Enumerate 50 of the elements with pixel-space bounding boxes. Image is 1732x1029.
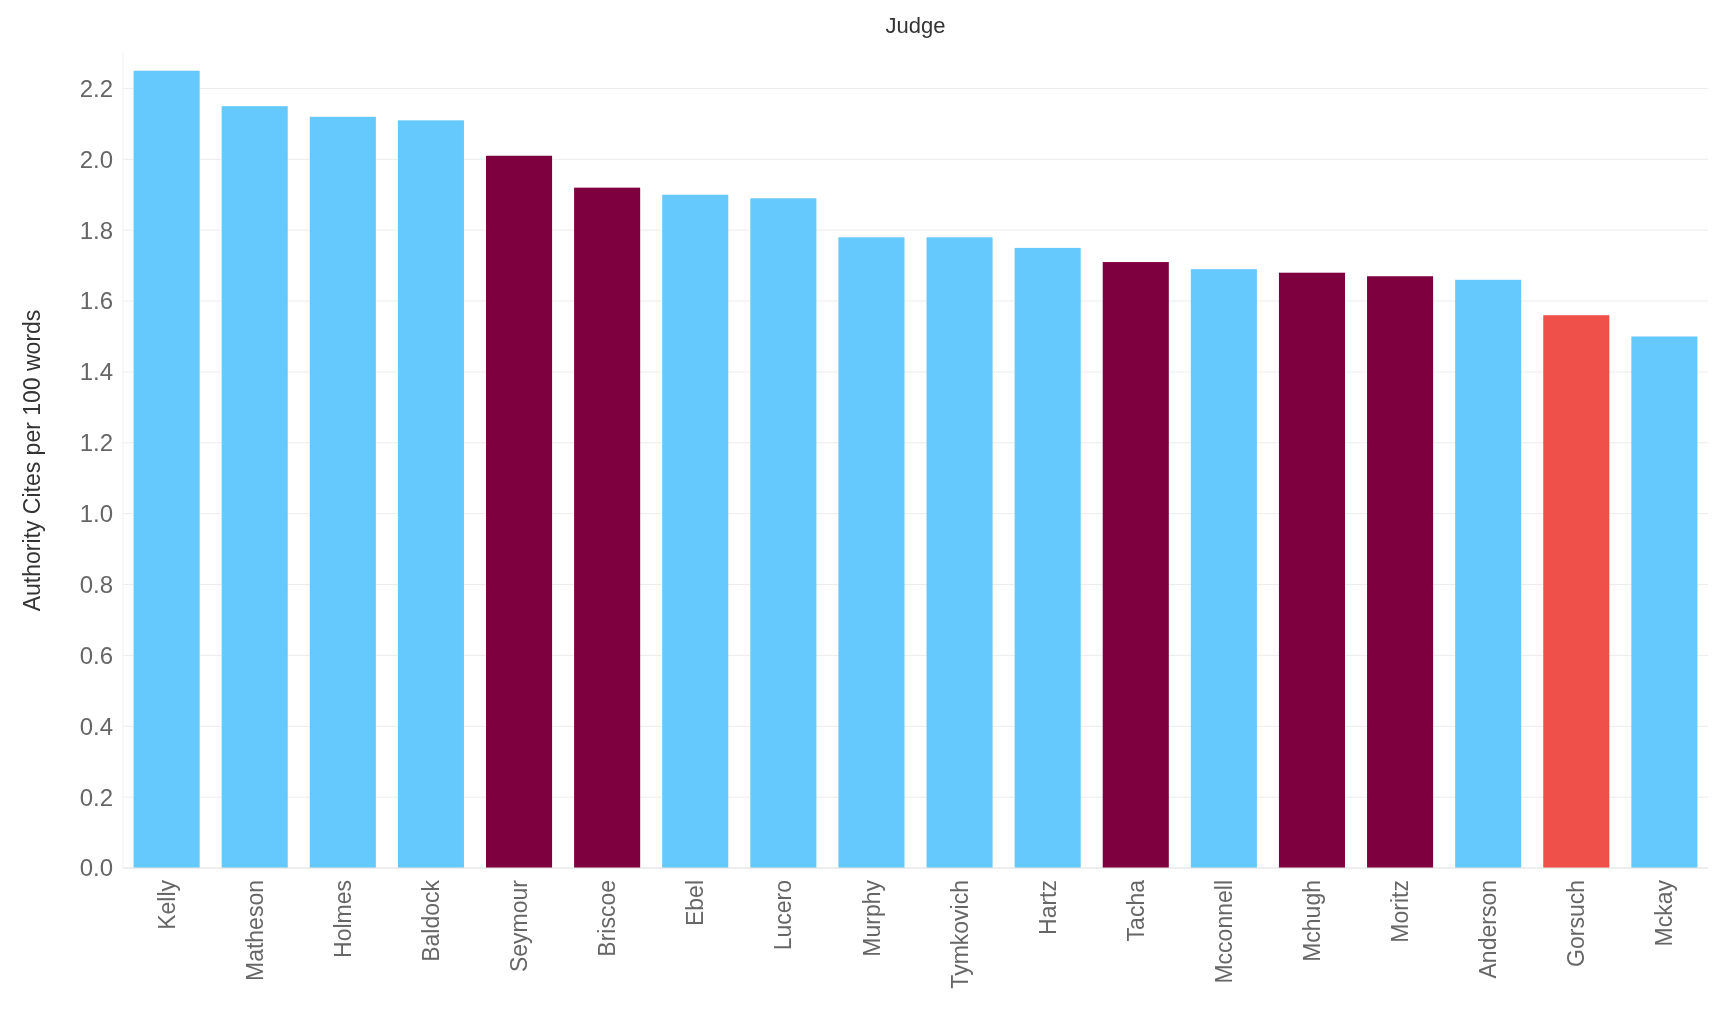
bar: [662, 194, 729, 868]
y-tick-label: 1.0: [79, 500, 113, 528]
x-tick-label: Seymour: [506, 879, 533, 973]
x-tick-label: Ebel: [682, 880, 709, 927]
bar: [133, 70, 200, 868]
x-tick-label: Baldock: [417, 879, 444, 962]
y-tick-label: 0.0: [79, 854, 113, 882]
y-tick-label: 1.2: [79, 429, 113, 457]
y-tick-label: 1.6: [79, 287, 113, 315]
bar: [309, 116, 376, 868]
bar: [1278, 272, 1346, 868]
bar: [1631, 336, 1698, 868]
bar: [1014, 247, 1081, 868]
bar: [838, 237, 905, 868]
bar: [221, 106, 288, 868]
y-tick-label: 0.8: [79, 570, 113, 598]
x-tick-label: Hartz: [1034, 880, 1061, 935]
y-tick-label: 0.4: [79, 712, 113, 740]
x-tick-label: Matheson: [241, 880, 268, 982]
y-tick-label: 2.2: [79, 74, 113, 102]
x-tick-label: Tymkovich: [946, 880, 973, 989]
x-tick-label: Briscoe: [594, 880, 621, 957]
x-tick-label: Lucero: [770, 880, 797, 951]
x-tick-label: Kelly: [153, 879, 180, 930]
bar: [1190, 269, 1257, 868]
bar: [485, 155, 553, 868]
y-tick-label: 1.4: [79, 358, 113, 386]
x-tick-label: Mcconnell: [1210, 880, 1237, 984]
x-tick-label: Holmes: [329, 880, 356, 958]
x-tick-label: Mchugh: [1299, 880, 1326, 962]
bar: [1367, 276, 1434, 868]
x-tick-label: Murphy: [858, 879, 885, 957]
x-tick-label: Gorsuch: [1563, 880, 1590, 967]
x-tick-label: Anderson: [1475, 880, 1502, 979]
x-tick-label: Mckay: [1651, 879, 1678, 947]
chart-title: Judge: [885, 13, 946, 38]
y-tick-label: 0.6: [79, 641, 113, 669]
bar: [926, 237, 993, 868]
bar: [750, 198, 817, 868]
bar: [574, 187, 641, 868]
y-axis-title: Authority Cites per 100 words: [19, 309, 45, 612]
bar: [1543, 315, 1610, 868]
x-tick-label: Tacha: [1122, 879, 1149, 942]
x-tick-label: Moritz: [1387, 880, 1414, 943]
bar: [1455, 279, 1522, 868]
bar: [397, 120, 464, 868]
bar: [1102, 262, 1169, 868]
y-tick-label: 2.0: [79, 145, 113, 173]
y-tick-label: 1.8: [79, 216, 113, 244]
y-tick-label: 0.2: [79, 783, 113, 811]
